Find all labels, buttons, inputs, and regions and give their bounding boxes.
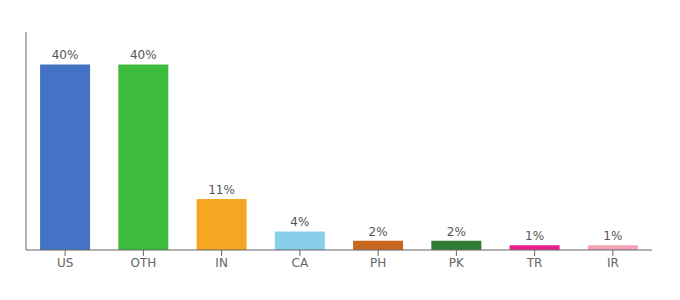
svg-text:40%: 40% (130, 48, 157, 62)
svg-text:2%: 2% (447, 225, 466, 239)
svg-text:PK: PK (449, 256, 465, 270)
svg-text:PH: PH (370, 256, 386, 270)
svg-text:1%: 1% (603, 229, 622, 243)
svg-text:IN: IN (215, 256, 228, 270)
svg-text:40%: 40% (52, 48, 79, 62)
svg-text:CA: CA (292, 256, 309, 270)
svg-text:US: US (57, 256, 73, 270)
svg-text:11%: 11% (208, 183, 235, 197)
svg-text:2%: 2% (369, 225, 388, 239)
svg-text:1%: 1% (525, 229, 544, 243)
svg-text:TR: TR (526, 256, 543, 270)
svg-text:OTH: OTH (130, 256, 156, 270)
svg-text:IR: IR (607, 256, 619, 270)
svg-text:4%: 4% (290, 215, 309, 229)
